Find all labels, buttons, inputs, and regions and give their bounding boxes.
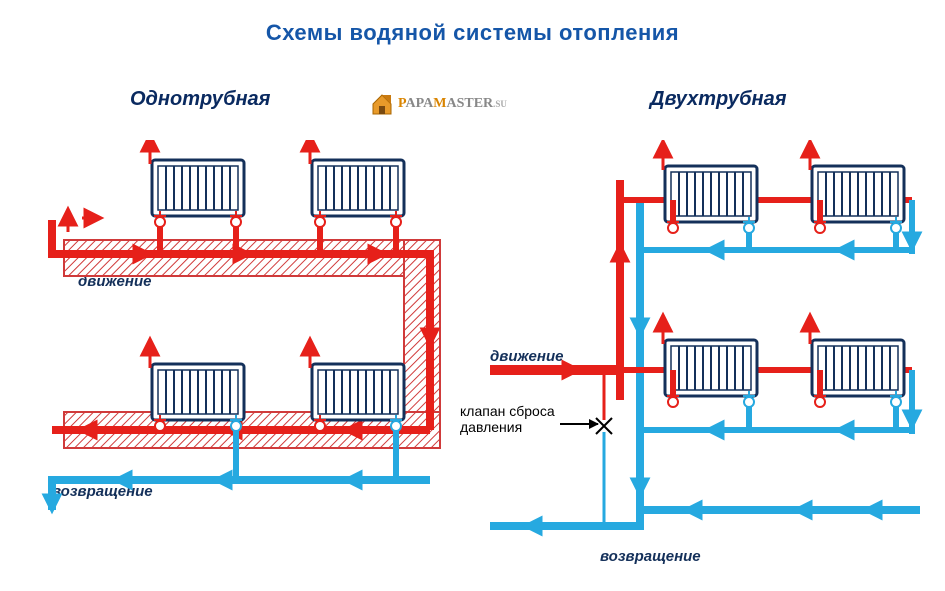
heating-diagram	[0, 140, 945, 591]
subtitle-single-pipe: Однотрубная	[130, 88, 270, 111]
page-title: Схемы водяной системы отопления	[266, 20, 679, 46]
papamaster-logo: PAPAMASTER.SU	[370, 92, 507, 116]
logo-text: PAPAMASTER.SU	[398, 96, 507, 112]
house-icon	[370, 92, 394, 116]
subtitle-double-pipe: Двухтрубная	[650, 88, 786, 111]
